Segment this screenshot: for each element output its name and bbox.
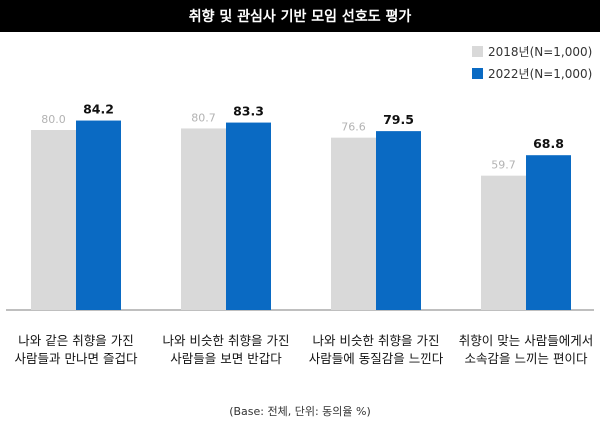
category-label-1-line-0: 나와 비슷한 취향을 가진 bbox=[163, 333, 290, 348]
category-label-0-line-1: 사람들과 만나면 즐겁다 bbox=[15, 351, 138, 366]
base-note: (Base: 전체, 단위: 동의율 %) bbox=[229, 405, 371, 418]
category-label-0-line-0: 나와 같은 취향을 가진 bbox=[18, 333, 133, 348]
category-label-2-line-1: 사람들에 동질감을 느낀다 bbox=[309, 351, 444, 366]
bar-2018-1 bbox=[181, 128, 226, 310]
bar-2018-3 bbox=[481, 175, 526, 310]
legend-label-2018: 2018년(N=1,000) bbox=[488, 44, 593, 59]
bar-chart: 80.0 80.7 76.6 59.7 84.2 83.3 79.5 68.8 나와 같은 취향… bbox=[6, 102, 594, 366]
data-label-2022-3: 68.8 bbox=[533, 136, 564, 151]
legend-swatch-2018 bbox=[472, 45, 483, 57]
legend-label-2022: 2022년(N=1,000) bbox=[488, 66, 593, 81]
legend-item-2022: 2022년(N=1,000) bbox=[472, 62, 592, 84]
bar-2022-1 bbox=[226, 122, 271, 310]
data-label-2022-0: 84.2 bbox=[83, 102, 114, 117]
category-label-1-line-1: 사람들을 보면 반갑다 bbox=[170, 351, 282, 366]
bar-2022-0 bbox=[76, 120, 121, 310]
data-label-2018-1: 80.7 bbox=[191, 111, 216, 124]
data-label-2018-2: 76.6 bbox=[341, 121, 366, 134]
bar-2018-2 bbox=[331, 137, 376, 310]
legend: 2018년(N=1,000) 2022년(N=1,000) bbox=[472, 40, 592, 84]
legend-swatch-2022 bbox=[472, 67, 483, 79]
category-label-3-line-1: 소속감을 느끼는 편이다 bbox=[465, 351, 588, 366]
bar-2022-3 bbox=[526, 155, 571, 310]
category-label-2-line-0: 나와 비슷한 취향을 가진 bbox=[313, 333, 440, 348]
data-label-2018-0: 80.0 bbox=[41, 113, 66, 126]
category-label-3-line-0: 취향이 맞는 사람들에게서 bbox=[459, 333, 593, 348]
bar-2022-2 bbox=[376, 131, 421, 310]
data-label-2022-1: 83.3 bbox=[233, 104, 264, 119]
data-label-2022-2: 79.5 bbox=[383, 112, 414, 127]
chart-title: 취향 및 관심사 기반 모임 선호도 평가 bbox=[0, 0, 600, 32]
legend-item-2018: 2018년(N=1,000) bbox=[472, 40, 592, 62]
bar-2018-0 bbox=[31, 130, 76, 310]
data-label-2018-3: 59.7 bbox=[491, 159, 516, 172]
